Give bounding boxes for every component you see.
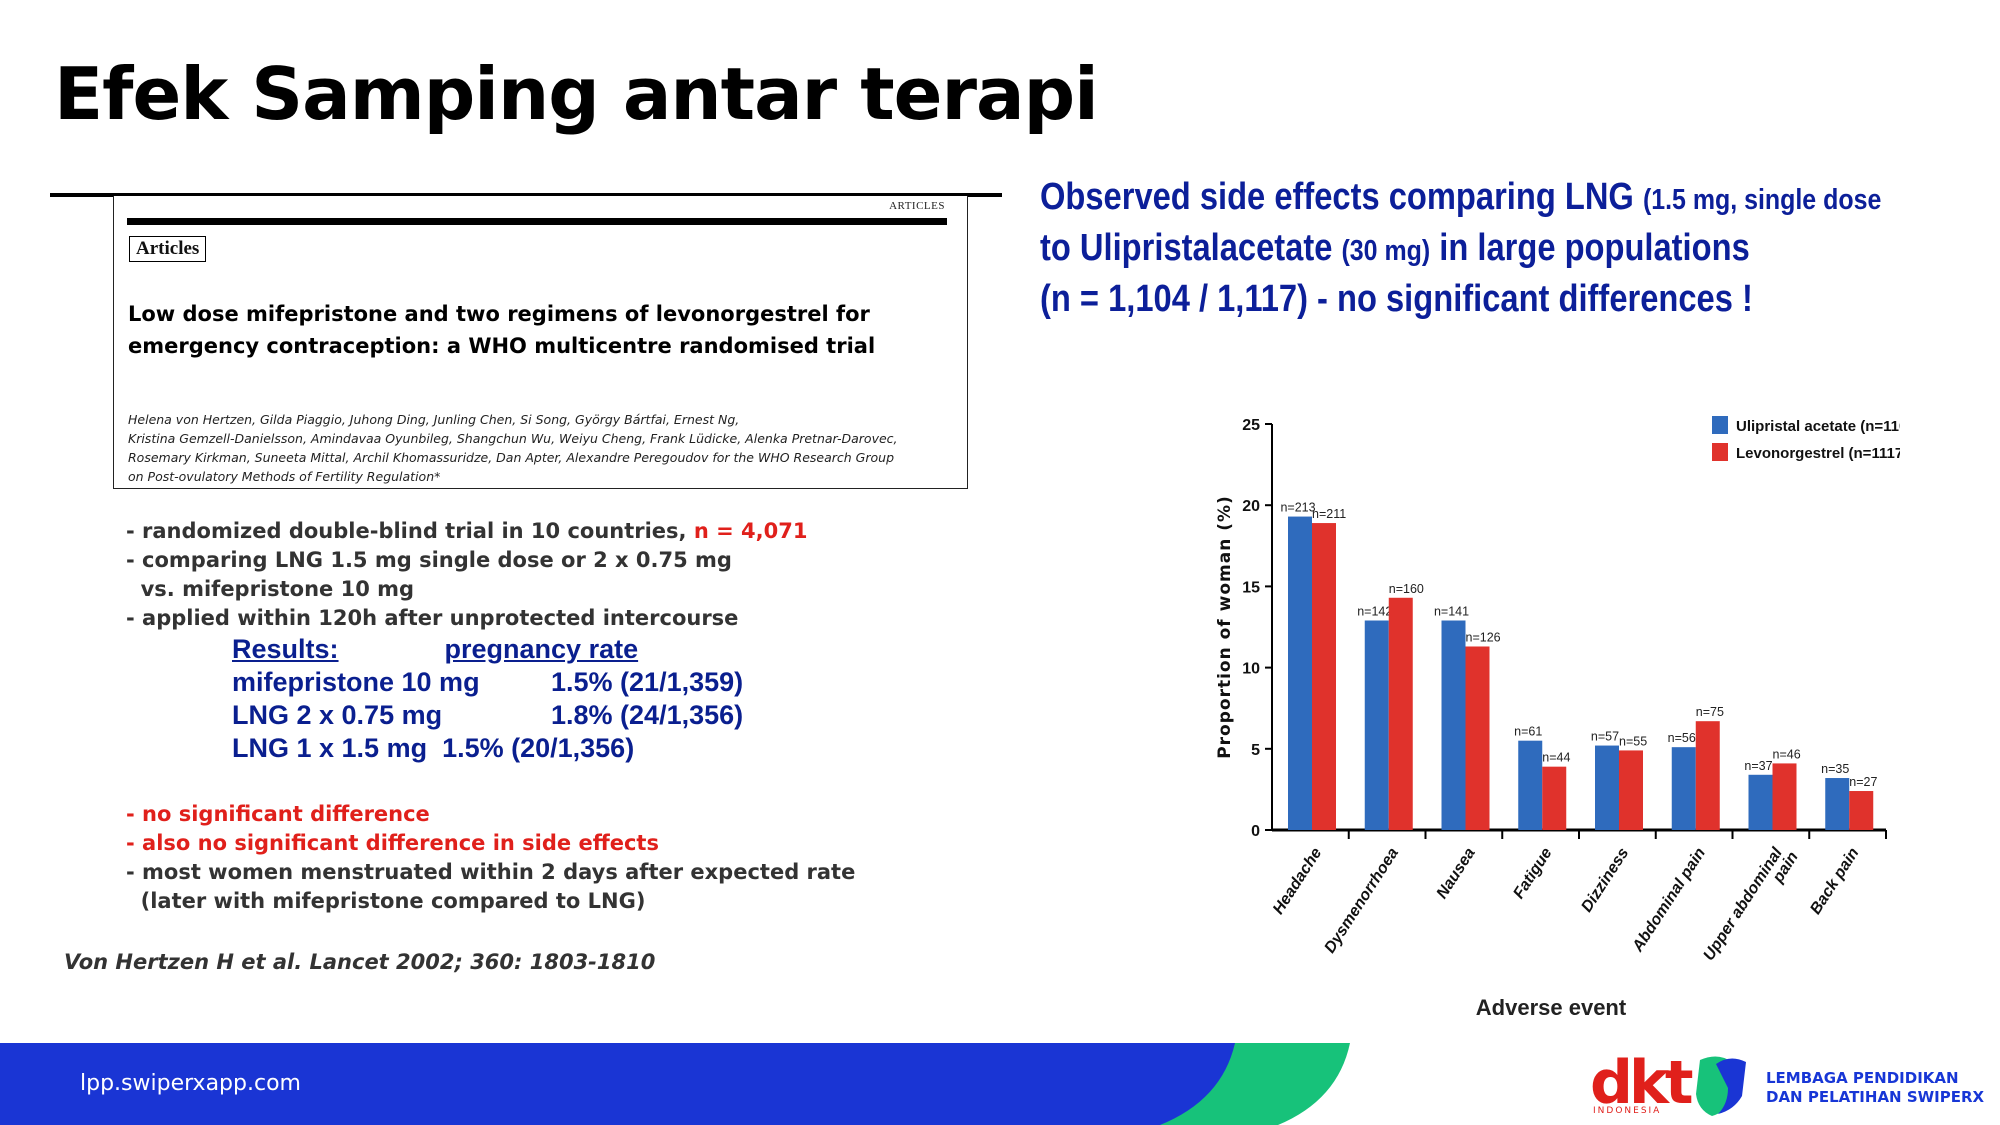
note-line: - randomized double-blind trial in 10 co… xyxy=(126,519,807,543)
y-tick-label: 0 xyxy=(1251,823,1260,840)
article-header: ARTICLES xyxy=(889,200,945,212)
footer-blue-band xyxy=(0,1043,1235,1125)
data-label: n=55 xyxy=(1619,734,1647,748)
article-authors: Helena von Hertzen, Gilda Piaggio, Juhon… xyxy=(128,410,958,486)
results-header: Results: pregnancy rate xyxy=(232,634,638,665)
results-column: pregnancy rate xyxy=(444,634,639,664)
data-label: n=46 xyxy=(1773,747,1801,761)
title-divider xyxy=(50,193,1002,197)
legend-swatch xyxy=(1712,416,1728,434)
results-row-value: 1.5% (21/1,359) xyxy=(551,667,744,697)
data-label: n=211 xyxy=(1312,507,1346,521)
note-line: - comparing LNG 1.5 mg single dose or 2 … xyxy=(126,548,732,572)
note-sample-size: n = 4,071 xyxy=(693,519,808,543)
bar xyxy=(1288,516,1312,830)
data-label: n=75 xyxy=(1696,705,1724,719)
swiperx-logo-line: DAN PELATIHAN SWIPERX xyxy=(1766,1088,1985,1106)
dkt-logo: dkt xyxy=(1590,1048,1693,1118)
note-line: (later with mifepristone compared to LNG… xyxy=(126,889,646,913)
data-label: n=44 xyxy=(1542,751,1570,765)
results-row-label: LNG 2 x 0.75 mg xyxy=(232,700,443,730)
swiperx-logo-text: LEMBAGA PENDIDIKAN DAN PELATIHAN SWIPERX xyxy=(1766,1069,1984,1107)
bar xyxy=(1772,763,1797,830)
authors-line: on Post-ovulatory Methods of Fertility R… xyxy=(128,469,441,484)
bar xyxy=(1825,778,1850,830)
results-row-label: mifepristone 10 mg xyxy=(232,667,480,697)
note-line: - no significant difference xyxy=(126,802,430,826)
note-line: vs. mifepristone 10 mg xyxy=(126,577,415,601)
bar xyxy=(1849,791,1874,830)
bar xyxy=(1364,620,1389,830)
bar xyxy=(1695,721,1720,830)
swiperx-logo-line: LEMBAGA PENDIDIKAN xyxy=(1766,1069,1959,1087)
x-axis-label: Adverse event xyxy=(1476,995,1627,1020)
bar xyxy=(1465,646,1490,830)
authors-line: Helena von Hertzen, Gilda Piaggio, Juhon… xyxy=(128,412,740,427)
observed-line: (n = 1,104 / 1,117) - no significant dif… xyxy=(1040,278,1753,320)
data-label: n=27 xyxy=(1849,775,1877,789)
bar xyxy=(1595,745,1619,830)
data-label: n=35 xyxy=(1821,762,1849,776)
y-tick-label: 10 xyxy=(1242,661,1260,678)
article-title-line: emergency contraception: a WHO multicent… xyxy=(128,334,876,358)
results-row-value: 1.8% (24/1,356) xyxy=(551,700,744,730)
results-row: mifepristone 10 mg xyxy=(232,667,480,698)
data-label: n=37 xyxy=(1744,759,1772,773)
page-title: Efek Samping antar terapi xyxy=(54,52,1099,136)
observed-text: Observed side effects comparing LNG xyxy=(1040,176,1643,218)
article-title: Low dose mifepristone and two regimens o… xyxy=(128,298,928,362)
data-label: n=61 xyxy=(1514,725,1542,739)
y-tick-label: 25 xyxy=(1242,417,1260,434)
article-title-line: Low dose mifepristone and two regimens o… xyxy=(128,302,870,326)
results-row: LNG 1 x 1.5 mg 1.5% (20/1,356) xyxy=(232,733,635,763)
y-axis-label: Proportion of woman (%) xyxy=(1215,495,1235,759)
bar xyxy=(1671,747,1696,830)
note-line: - also no significant difference in side… xyxy=(126,831,659,855)
article-bar xyxy=(127,218,947,225)
swiperx-shield-icon-part xyxy=(1716,1058,1746,1114)
data-label: n=56 xyxy=(1668,731,1696,745)
note-line: - applied within 120h after unprotected … xyxy=(126,606,739,630)
observed-dose: (30 mg) xyxy=(1341,235,1431,267)
bar xyxy=(1748,774,1773,830)
citation: Von Hertzen H et al. Lancet 2002; 360: 1… xyxy=(64,950,656,974)
y-tick-label: 5 xyxy=(1251,742,1260,759)
article-tag: Articles xyxy=(129,236,207,262)
bar xyxy=(1518,740,1543,830)
observed-line: to Ulipristalacetate (30 mg) in large po… xyxy=(1040,227,1750,270)
article-snapshot: ARTICLES Articles Low dose mifepristone … xyxy=(113,196,968,489)
data-label: n=141 xyxy=(1434,605,1469,619)
bar xyxy=(1312,523,1336,830)
dkt-logo-sub: INDONESIA xyxy=(1593,1106,1662,1116)
data-label: n=126 xyxy=(1466,630,1501,644)
bar xyxy=(1619,750,1643,830)
legend-label: Levonorgestrel (n=1117) xyxy=(1736,445,1900,462)
data-label: n=213 xyxy=(1280,501,1315,515)
y-tick-label: 15 xyxy=(1242,579,1260,596)
bar xyxy=(1542,766,1567,830)
bar xyxy=(1441,620,1466,830)
data-label: n=160 xyxy=(1389,582,1424,596)
note-line: - most women menstruated within 2 days a… xyxy=(126,860,856,884)
authors-line: Rosemary Kirkman, Suneeta Mittal, Archil… xyxy=(128,450,895,465)
footer-url[interactable]: lpp.swiperxapp.com xyxy=(80,1071,301,1096)
data-label: n=57 xyxy=(1591,730,1619,744)
bar xyxy=(1388,597,1413,830)
observed-line: Observed side effects comparing LNG (1.5… xyxy=(1040,176,1881,219)
data-label: n=142 xyxy=(1357,605,1392,619)
results-row: LNG 2 x 0.75 mg xyxy=(232,700,442,731)
observed-text: to Ulipristalacetate xyxy=(1040,227,1342,269)
y-tick-label: 20 xyxy=(1242,498,1260,515)
note-text: - randomized double-blind trial in 10 co… xyxy=(126,519,694,543)
observed-dose: (1.5 mg, single dose xyxy=(1642,184,1882,216)
results-label: Results: xyxy=(232,634,339,664)
legend-label: Ulipristal acetate (n=1104) xyxy=(1736,418,1900,435)
observed-text: in large populations xyxy=(1430,227,1750,269)
legend-swatch xyxy=(1712,443,1728,461)
authors-line: Kristina Gemzell-Danielsson, Amindavaa O… xyxy=(128,431,898,446)
